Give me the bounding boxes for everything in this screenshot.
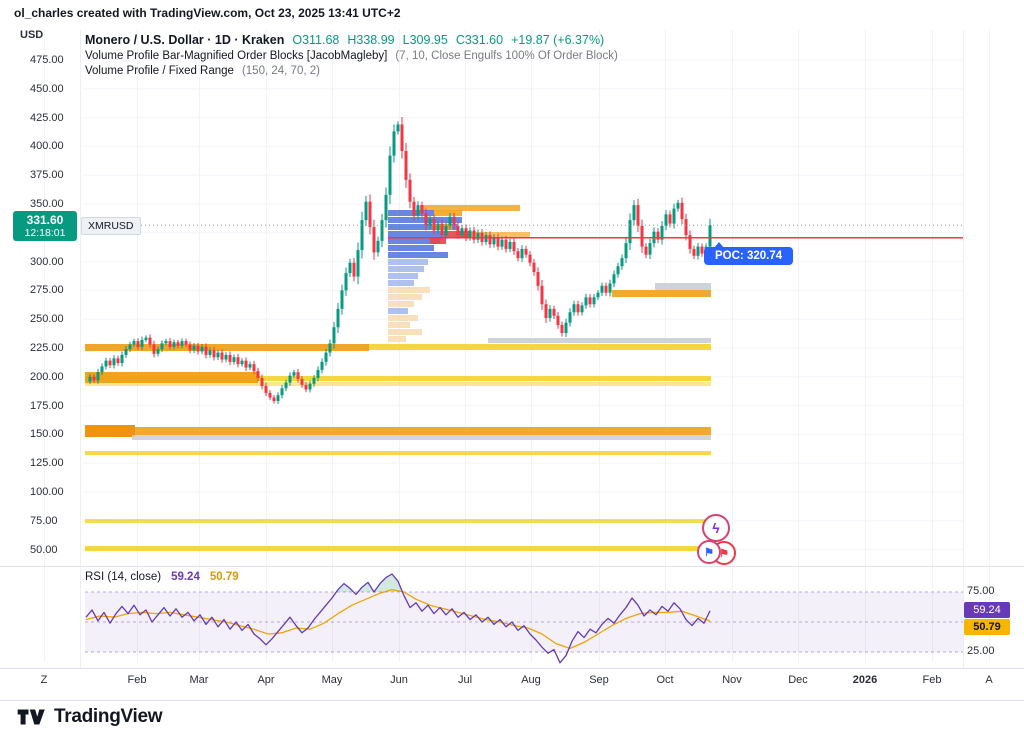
price-axis[interactable]: 475.00450.00425.00400.00375.00350.00325.… (30, 0, 80, 700)
time-tick: Dec (788, 674, 808, 686)
price-tick: 400.00 (30, 140, 64, 153)
indicator-1-name[interactable]: Volume Profile Bar-Magnified Order Block… (85, 50, 388, 62)
price-tick: 200.00 (30, 370, 64, 383)
ohlc-high: H338.99 (347, 33, 395, 47)
price-tick: 75.00 (30, 514, 58, 527)
price-tick: 175.00 (30, 399, 64, 412)
time-tick: A (985, 674, 993, 686)
rsi-axis-25: 25.00 (967, 645, 995, 657)
time-tick: Feb (922, 674, 942, 686)
ohlc-close: C331.60 (455, 33, 504, 47)
rsi-main-axis-badge: 59.24 (964, 602, 1010, 618)
indicator-legend-row-1[interactable]: Volume Profile Bar-Magnified Order Block… (85, 50, 618, 62)
time-tick: Nov (722, 674, 742, 686)
symbol-title[interactable]: Monero / U.S. Dollar · 1D · Kraken (85, 33, 285, 47)
tradingview-footer-logo[interactable]: TradingView (16, 706, 163, 728)
poc-label: POC: 320.74 (704, 242, 794, 265)
time-tick: Jun (390, 674, 408, 686)
flag-badge-icon[interactable]: ⚑ (697, 540, 721, 564)
rsi-main-value: 59.24 (171, 571, 200, 583)
indicator-2-name[interactable]: Volume Profile / Fixed Range (85, 65, 234, 77)
bar-countdown: 12:18:01 (24, 227, 66, 239)
time-tick: Sep (589, 674, 609, 686)
symbol-price-line-chip: XMRUSD (81, 217, 141, 235)
time-tick: Oct (656, 674, 674, 686)
price-tick: 375.00 (30, 169, 64, 182)
time-tick: Z (40, 674, 48, 686)
tradingview-wordmark: TradingView (54, 706, 163, 727)
indicator-legend-row-2[interactable]: Volume Profile / Fixed Range (150, 24, 7… (85, 65, 320, 77)
symbol-legend-row[interactable]: Monero / U.S. Dollar · 1D · Kraken O311.… (85, 33, 604, 47)
price-tick: 275.00 (30, 284, 64, 297)
price-tick: 475.00 (30, 54, 64, 66)
price-axis-currency-label: USD (20, 29, 44, 41)
time-tick: May (321, 674, 343, 686)
ohlc-low: L309.95 (402, 33, 448, 47)
price-tick: 350.00 (30, 198, 64, 210)
tradingview-logo-icon (17, 709, 45, 725)
time-tick: Jul (457, 674, 473, 686)
indicator-2-params: (150, 24, 70, 2) (241, 65, 320, 77)
time-tick: Aug (521, 674, 541, 686)
time-tick: Apr (257, 674, 275, 686)
rsi-axis-75: 75.00 (967, 585, 995, 597)
price-tick: 125.00 (30, 457, 64, 470)
rsi-indicator-name[interactable]: RSI (14, close) (85, 571, 162, 583)
rsi-legend-row[interactable]: RSI (14, close) 59.24 50.79 (85, 571, 239, 583)
price-tick: 150.00 (30, 428, 64, 441)
time-tick: Feb (127, 674, 147, 686)
price-tick: 250.00 (30, 313, 64, 326)
rsi-signal-axis-badge: 50.79 (964, 619, 1010, 635)
time-tick: 2026 (852, 674, 878, 686)
price-tick: 225.00 (30, 342, 64, 354)
rsi-signal-value: 50.79 (209, 571, 239, 583)
current-price-tag: 331.60 12:18:01 (13, 211, 77, 241)
ohlc-open: O311.68 (292, 33, 340, 47)
price-tick: 100.00 (30, 486, 64, 498)
current-price-value: 331.60 (26, 213, 64, 227)
time-axis[interactable]: Z Feb Mar Apr May Jun Jul Aug Sep Oct Nov Dec 2026 Fe… (0, 672, 1024, 692)
change-value: +19.87 (+6.37%) (511, 33, 605, 47)
indicator-1-params: (7, 10, Close Engulfs 100% Of Order Bloc… (395, 50, 618, 62)
lightning-badge-icon[interactable]: ϟ (702, 514, 730, 542)
attribution-text: ol_charles created with TradingView.com,… (14, 6, 401, 20)
price-tick: 450.00 (30, 82, 64, 95)
price-tick: 50.00 (30, 543, 58, 556)
time-tick: Mar (189, 674, 209, 686)
price-tick: 425.00 (30, 111, 64, 124)
price-tick: 300.00 (30, 255, 64, 268)
